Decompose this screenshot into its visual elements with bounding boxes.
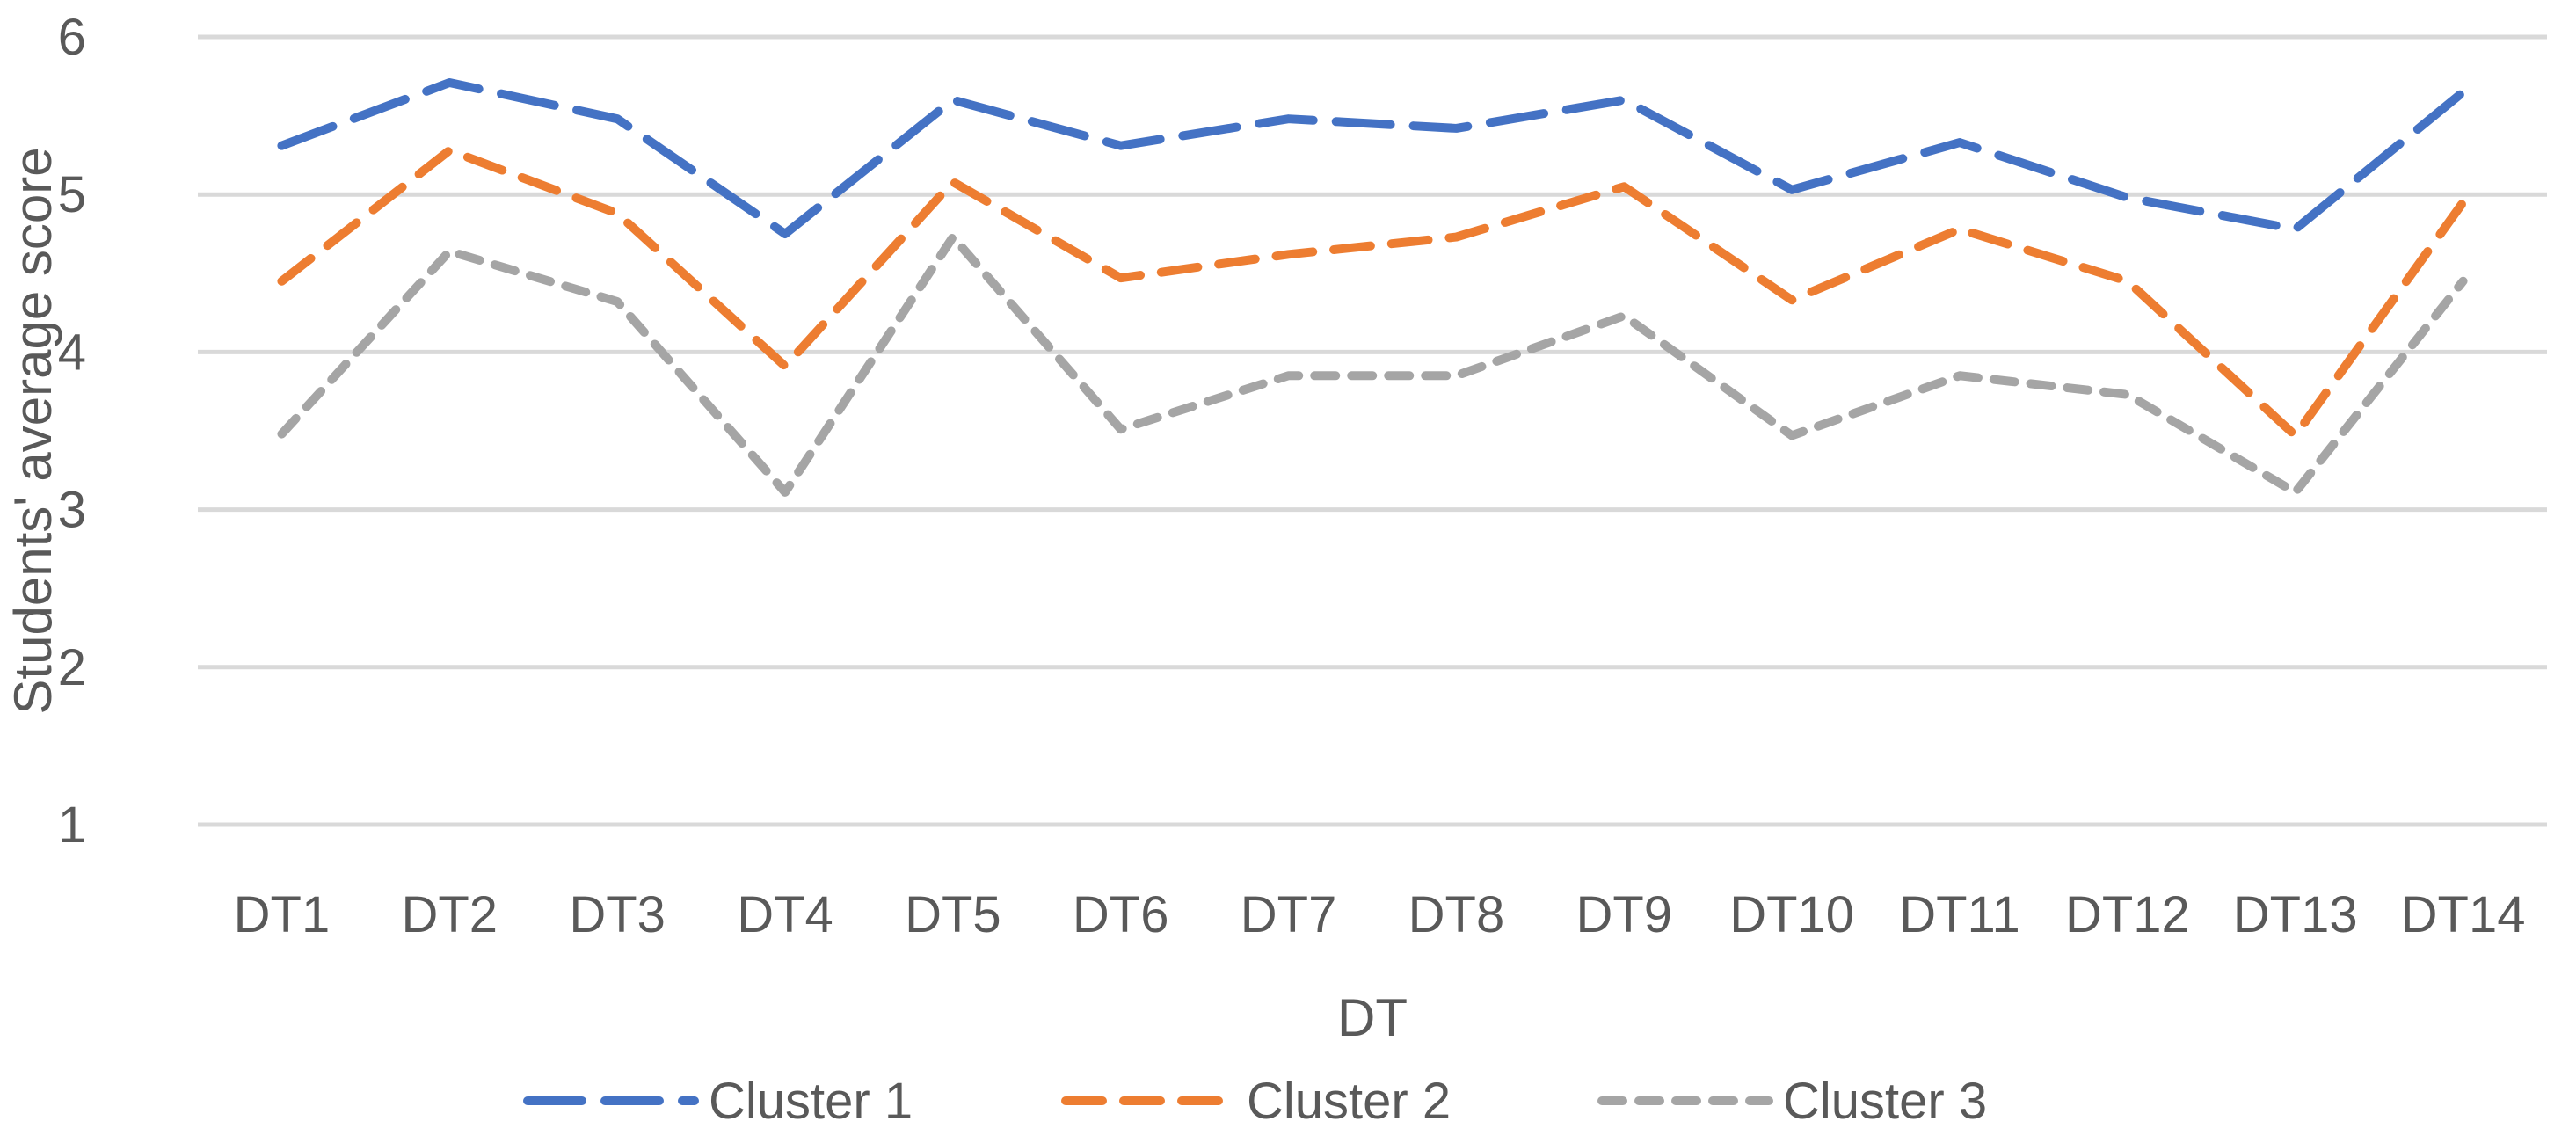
- legend-label: Cluster 2: [1247, 1073, 1451, 1130]
- x-tick-label: DT4: [737, 886, 833, 943]
- x-tick-label: DT12: [2065, 886, 2190, 943]
- x-tick-label: DT2: [401, 886, 498, 943]
- legend-item-cluster-2[interactable]: Cluster 2: [1061, 1073, 1451, 1130]
- y-axis-title: Students' average score: [4, 147, 62, 714]
- x-tick-label: DT11: [1899, 886, 2020, 943]
- y-tick-label: 5: [58, 166, 86, 223]
- x-tick-label: DT8: [1408, 886, 1505, 943]
- legend-label: Cluster 3: [1783, 1073, 1987, 1130]
- x-axis-title: DT: [1337, 988, 1408, 1047]
- y-tick-label: 6: [58, 9, 86, 66]
- x-tick-label: DT1: [234, 886, 331, 943]
- series-line-cluster-2: [277, 146, 2468, 440]
- legend-label: Cluster 1: [709, 1073, 913, 1130]
- y-tick-label: 2: [58, 639, 86, 696]
- legend-item-cluster-3[interactable]: Cluster 3: [1597, 1073, 1987, 1130]
- x-tick-label: DT3: [569, 886, 666, 943]
- x-tick-label: DT13: [2233, 886, 2358, 943]
- legend: Cluster 1 Cluster 2 Cluster 3: [523, 1073, 1987, 1130]
- legend-item-cluster-1[interactable]: Cluster 1: [523, 1073, 913, 1130]
- x-tick-label: DT10: [1729, 886, 1854, 943]
- series-line-cluster-1: [277, 77, 2468, 238]
- x-tick-label: DT6: [1073, 886, 1169, 943]
- x-axis-tick-labels: DT1 DT2 DT3 DT4 DT5 DT6 DT7 DT8 DT9 DT10 DT11 DT12 D…: [234, 886, 2526, 943]
- series-line-cluster-3: [277, 232, 2468, 497]
- x-tick-label: DT7: [1241, 886, 1337, 943]
- y-tick-label: 3: [58, 482, 86, 539]
- gridlines: [198, 34, 2547, 827]
- x-tick-label: DT14: [2401, 886, 2526, 943]
- y-axis-tick-labels: 1 2 3 4 5 6: [58, 9, 86, 854]
- y-tick-label: 4: [58, 324, 86, 381]
- y-tick-label: 1: [58, 797, 86, 854]
- x-tick-label: DT5: [905, 886, 1001, 943]
- series-lines: [277, 77, 2468, 497]
- x-tick-label: DT9: [1575, 886, 1672, 943]
